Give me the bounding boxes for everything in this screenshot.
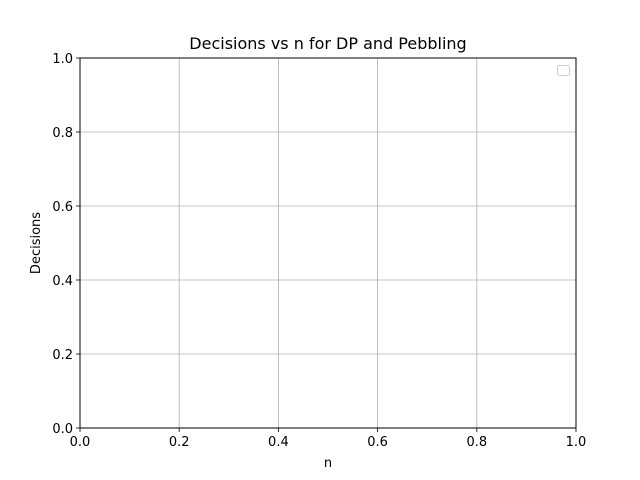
x-tick-label: 0.8 xyxy=(466,435,487,450)
plot-frame xyxy=(79,57,577,429)
x-tick-label: 0.0 xyxy=(70,435,91,450)
x-axis-label: n xyxy=(324,456,332,471)
y-tick-label: 0.2 xyxy=(52,348,73,363)
plot-area xyxy=(80,58,576,428)
y-axis: 0.0 0.2 0.4 0.6 0.8 1.0 xyxy=(52,52,80,437)
x-axis: 0.0 0.2 0.4 0.6 0.8 1.0 xyxy=(70,428,587,450)
y-tick-label: 0.4 xyxy=(52,274,73,289)
y-tick-label: 0.6 xyxy=(52,200,73,215)
y-tick-label: 0.8 xyxy=(52,126,73,141)
x-tick-label: 0.4 xyxy=(268,435,289,450)
x-tick-label: 1.0 xyxy=(566,435,587,450)
x-tick-label: 0.6 xyxy=(367,435,388,450)
chart-title: Decisions vs n for DP and Pebbling xyxy=(189,34,466,53)
y-tick-label: 0.0 xyxy=(52,422,73,437)
x-tick-label: 0.2 xyxy=(169,435,190,450)
y-axis-label: Decisions xyxy=(29,212,44,274)
legend-box xyxy=(557,65,570,76)
grid xyxy=(79,57,577,429)
y-tick-label: 1.0 xyxy=(52,52,73,67)
